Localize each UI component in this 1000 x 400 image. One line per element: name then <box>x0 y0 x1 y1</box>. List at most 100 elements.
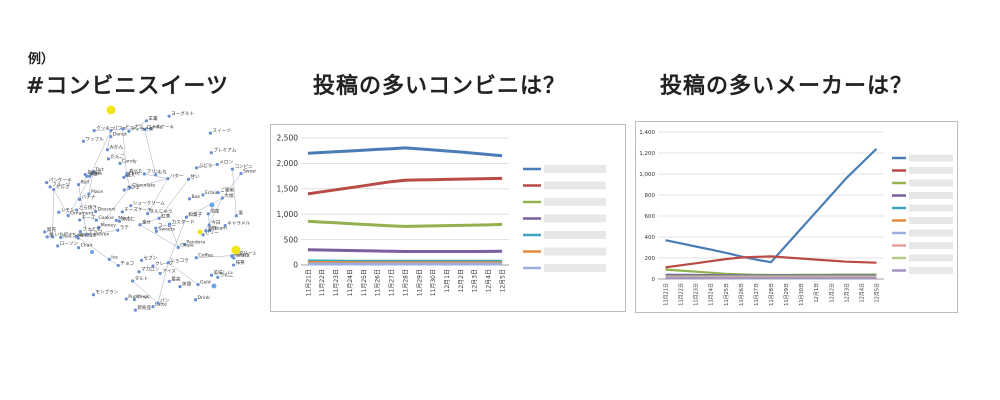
network-hub-node <box>209 202 215 208</box>
network-word: ご褒美 <box>220 187 234 194</box>
network-word: コーヒー <box>158 223 177 229</box>
network-edges <box>47 120 242 304</box>
network-node <box>122 175 126 179</box>
network-word: クッキー <box>96 126 115 132</box>
network-node <box>91 293 96 297</box>
network-node <box>106 157 111 161</box>
network-node <box>59 235 63 239</box>
network-node <box>116 263 120 268</box>
network-word: Eclair <box>205 190 218 196</box>
network-node <box>122 188 126 192</box>
network-word: 栗 <box>238 211 243 217</box>
network-word: 抹茶 <box>236 259 246 266</box>
network-edge <box>76 236 119 266</box>
network-word: 新作 <box>208 225 218 232</box>
network-word: Chair <box>81 243 93 249</box>
network-word: 限定 <box>210 208 220 215</box>
network-node <box>156 301 160 305</box>
heading-top-convenience-stores: 投稿の多いコンビニは？ <box>313 74 567 99</box>
gridlines <box>301 137 509 266</box>
x-tick-label: 12月1日 <box>444 269 451 292</box>
legend-label-masked <box>909 217 953 224</box>
network-node <box>91 170 96 174</box>
network-hub-node <box>197 229 203 235</box>
x-tick-label: 11月30日 <box>430 269 437 296</box>
network-word: Box <box>191 194 200 200</box>
network-word: コンビニ <box>234 163 253 170</box>
legend-label-masked <box>544 264 606 272</box>
y-tick-label: 1,400 <box>639 130 655 136</box>
network-word: 大福 <box>224 192 234 199</box>
series-line <box>665 148 878 264</box>
network-edge <box>132 280 159 304</box>
network-node <box>118 161 122 165</box>
network-word: Crepe <box>180 242 194 248</box>
network-node <box>154 229 159 233</box>
network-node <box>223 223 227 228</box>
network-node <box>230 167 235 171</box>
network-node <box>166 176 170 181</box>
network-word: カフェ <box>126 185 140 191</box>
heading-convenience-sweets: #コンビニスイーツ <box>26 74 229 99</box>
network-word: パンケーキ <box>49 177 73 184</box>
network-word: ファミマ <box>82 227 101 233</box>
network-edge <box>98 187 131 228</box>
network-word: プレミアム <box>213 148 236 154</box>
network-node <box>167 279 171 284</box>
y-tick-label: 2,500 <box>277 134 299 143</box>
x-tick-label: 11月27日 <box>754 283 760 306</box>
x-tick-label: 12月1日 <box>814 283 820 303</box>
x-tick-label: 11月28日 <box>769 283 775 306</box>
network-word: バター <box>170 173 184 180</box>
network-word: タルト <box>135 275 149 282</box>
network-word: ゼリー <box>205 229 219 236</box>
network-word: バナナ <box>82 194 96 200</box>
network-word: 桃 <box>49 231 54 238</box>
network-word: おやつ <box>87 169 101 176</box>
network-edge <box>144 129 156 175</box>
network-word: 最高 <box>171 275 181 282</box>
x-tick-label: 11月22日 <box>319 269 326 296</box>
network-node <box>182 242 187 247</box>
network-node <box>234 214 238 218</box>
network-word: まんじゅう <box>150 209 173 215</box>
network-word: 紅茶 <box>161 212 171 219</box>
network-node <box>137 270 141 274</box>
network-node <box>83 172 87 177</box>
network-word: 甘い <box>191 173 201 180</box>
network-node <box>149 127 153 131</box>
network-word: ケーキ <box>136 294 150 301</box>
network-edge <box>158 179 189 219</box>
network-node <box>87 192 91 196</box>
y-tick-label: 500 <box>284 235 299 244</box>
y-tick-label: 0 <box>293 261 298 270</box>
chart-convenience-svg: 0 500 1,000 1,500 2,000 2,500 11月21日 11月22日 11月2… <box>277 134 606 296</box>
network-hub-node <box>106 105 116 115</box>
network-node <box>129 204 133 208</box>
network-word: 発売 <box>47 226 57 233</box>
network-node <box>92 129 96 133</box>
network-word: ドーナツ <box>125 124 144 130</box>
network-word: ラテ <box>120 225 130 231</box>
network-edge <box>186 197 223 218</box>
legend-label-masked <box>544 247 606 256</box>
network-word: シュークリーム <box>133 201 165 207</box>
x-tick-label: 11月22日 <box>679 283 685 306</box>
network-node <box>87 174 92 178</box>
network-edge <box>126 175 131 188</box>
network-word: ぶどう <box>199 162 213 169</box>
legend-label-masked <box>909 254 953 262</box>
network-node <box>45 235 49 239</box>
network-node <box>139 258 144 262</box>
network-word: ミルク <box>56 185 70 191</box>
network-node <box>133 308 137 312</box>
heading-top-makers: 投稿の多いメーカーは？ <box>660 74 914 99</box>
network-word: Tart <box>94 167 104 173</box>
network-word: Chocolate <box>132 182 155 188</box>
chart-maker-svg: 0 200 400 600 800 1,000 1,200 1,400 11月21日 11月22日… <box>639 130 953 306</box>
network-node <box>154 172 158 177</box>
network-node <box>57 210 61 214</box>
network-node <box>109 135 113 139</box>
legend-label-masked <box>544 181 606 190</box>
network-word: Sweets <box>158 226 175 232</box>
